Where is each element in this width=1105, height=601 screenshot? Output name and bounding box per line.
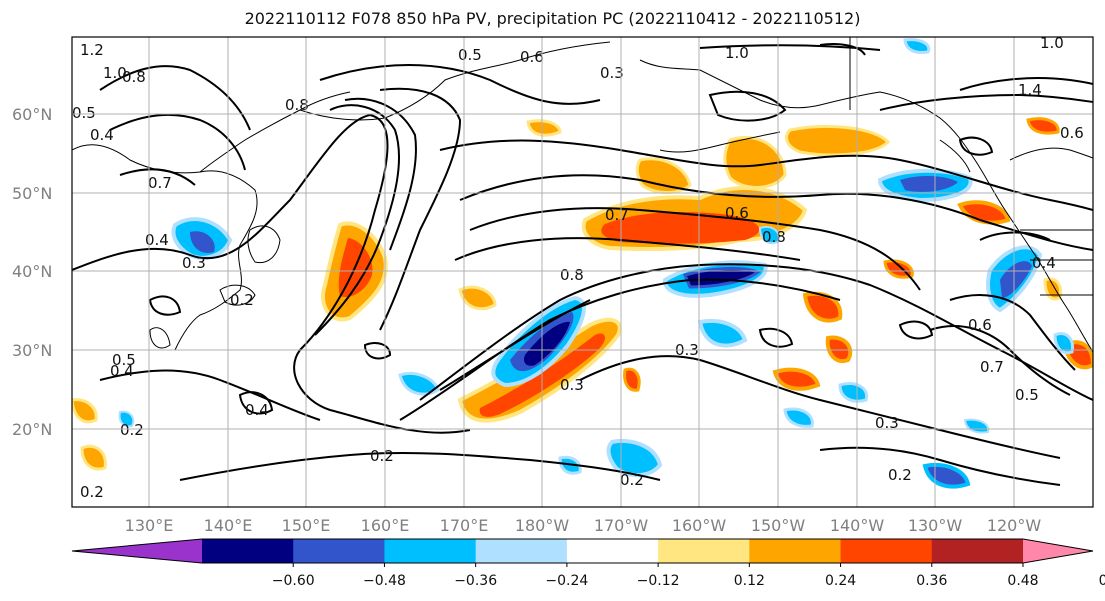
contour-label: 0.7: [148, 174, 172, 192]
colorbar-tick-label: −0.12: [637, 573, 680, 589]
lon-label: 180°W: [515, 516, 570, 535]
lat-label: 60°N: [12, 105, 52, 124]
colorbar-segment: [840, 539, 933, 563]
graticule: [72, 37, 1093, 507]
contour-label: 0.5: [458, 46, 482, 64]
colorbar-segment: [202, 539, 294, 563]
colorbar-extend-low: [72, 539, 202, 563]
contour-label: 0.8: [762, 228, 786, 246]
contour-label: 0.2: [120, 421, 144, 439]
colorbar-tick-label: 0.24: [825, 573, 856, 589]
lat-label: 20°N: [12, 420, 52, 439]
contour-label: 0.6: [725, 204, 749, 222]
colorbar-tick-label: −0.36: [454, 573, 497, 589]
contour-label: 0.7: [605, 206, 629, 224]
lon-label: 170°W: [594, 516, 649, 535]
colorbar-tick-label: 0.36: [916, 573, 947, 589]
colorbar-ticks: −0.60 −0.48 −0.36 −0.24 −0.12 0.12 0.24 0.36 0.4…: [272, 563, 1105, 589]
map-frame: [71, 36, 1094, 508]
contour-label: 0.2: [230, 291, 254, 309]
colorbar-segment: [931, 539, 1024, 563]
colorbar-tick-label: 0.12: [734, 573, 765, 589]
lon-label: 140°W: [830, 516, 885, 535]
contour-label: 0.2: [620, 471, 644, 489]
contour-label: 0.4: [110, 362, 134, 380]
lat-label: 50°N: [12, 184, 52, 203]
contour-label: 0.4: [245, 401, 269, 419]
figure-title: 2022110112 F078 850 hPa PV, precipitatio…: [244, 9, 861, 28]
contour-label: 0.2: [888, 466, 912, 484]
colorbar: −0.60 −0.48 −0.36 −0.24 −0.12 0.12 0.24 0.36 0.4…: [71, 538, 1105, 589]
contour-label: 1.4: [1018, 81, 1042, 99]
contour-label: 0.4: [90, 126, 114, 144]
colorbar-tick-label: −0.24: [545, 573, 588, 589]
contour-label: 0.6: [968, 316, 992, 334]
colorbar-segment: [384, 539, 477, 563]
contour-label: 0.3: [560, 376, 584, 394]
contour-label: 1.2: [80, 41, 104, 59]
contour-label: 0.6: [1060, 124, 1084, 142]
colorbar-segment: [566, 539, 659, 563]
map-content: 1.2 1.0 0.8 0.5 0.4 0.7 0.6 1.0 0.5 0.8 …: [72, 34, 1093, 507]
coastlines: [72, 37, 1093, 353]
colorbar-segment: [293, 539, 385, 563]
lon-label: 140°E: [204, 516, 253, 535]
lat-label: 30°N: [12, 341, 52, 360]
colorbar-segments: [72, 539, 1093, 563]
contour-label: 0.3: [875, 414, 899, 432]
contour-label: 1.0: [103, 64, 127, 82]
lon-label: 130°W: [908, 516, 963, 535]
colorbar-outline: [71, 538, 1094, 564]
colorbar-tick-label: 0.48: [1007, 573, 1038, 589]
contour-label: 0.8: [560, 266, 584, 284]
colorbar-segment: [749, 539, 842, 563]
lon-label: 130°E: [125, 516, 174, 535]
lon-label: 120°W: [987, 516, 1042, 535]
contour-label: 0.6: [520, 48, 544, 66]
longitude-labels: 130°E 140°E 150°E 160°E 170°E 180°W 170°…: [125, 516, 1042, 535]
lon-label: 150°E: [282, 516, 331, 535]
contour-label: 1.0: [725, 44, 749, 62]
contour-label: 0.5: [72, 104, 96, 122]
contour-labels: 1.2 1.0 0.8 0.5 0.4 0.7 0.6 1.0 0.5 0.8 …: [72, 34, 1084, 501]
contour-label: 0.3: [182, 254, 206, 272]
lon-label: 160°W: [672, 516, 727, 535]
colorbar-segment: [658, 539, 750, 563]
contour-label: 1.0: [1040, 34, 1064, 52]
contour-label: 0.8: [122, 68, 146, 86]
colorbar-segment: [475, 539, 568, 563]
lon-label: 160°E: [361, 516, 410, 535]
contour-label: 0.7: [980, 358, 1004, 376]
contour-label: 0.8: [285, 96, 309, 114]
contour-label: 0.2: [80, 483, 104, 501]
lon-label: 150°W: [751, 516, 806, 535]
colorbar-extend-high: [1023, 539, 1093, 563]
contour-label: 0.4: [145, 231, 169, 249]
lon-label: 170°E: [440, 516, 489, 535]
contour-label: 0.2: [370, 447, 394, 465]
colorbar-tick-label: 0.60: [1099, 573, 1105, 589]
contour-label: 0.3: [600, 64, 624, 82]
contour-label: 0.4: [1032, 254, 1056, 272]
colorbar-tick-label: −0.60: [272, 573, 315, 589]
contour-label: 0.5: [112, 351, 136, 369]
colorbar-tick-label: −0.48: [363, 573, 406, 589]
lat-label: 40°N: [12, 262, 52, 281]
latitude-labels: 20°N 30°N 40°N 50°N 60°N: [12, 105, 52, 439]
contour-label: 0.5: [1015, 386, 1039, 404]
